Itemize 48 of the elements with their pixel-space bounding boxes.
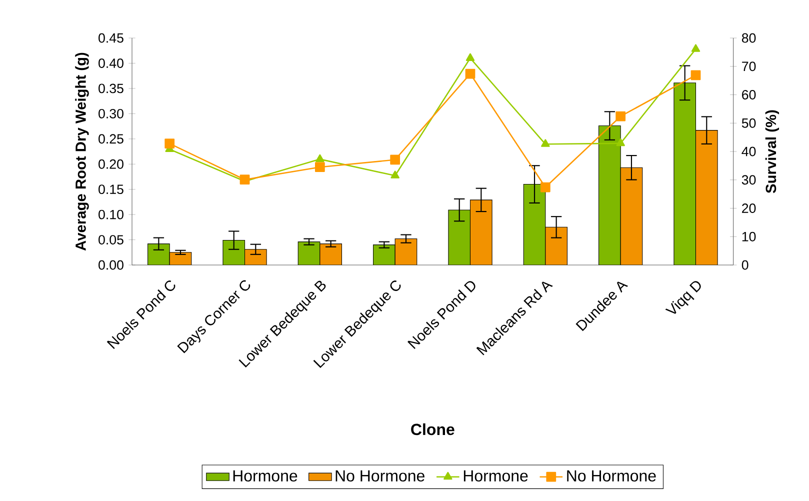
bar [448,210,471,266]
point [390,170,400,178]
point [691,44,700,52]
y2-tick-label: 50 [742,118,756,128]
y-tick-label: 0.00 [98,260,124,270]
y-tick-label: 0.05 [98,235,124,244]
point [466,53,475,61]
y-tick-label: 0.25 [98,134,124,144]
y-tick-label: 0.30 [98,108,124,118]
y2-tick-label: 70 [742,62,756,72]
y2-tick-label: 60 [742,90,756,100]
point [616,138,625,146]
point [616,111,626,122]
y-tick-label: 0.35 [98,84,124,94]
legend-label: Hormone [233,470,298,482]
bar [674,82,696,266]
y2-axis-title: Survival (%) [765,110,780,194]
y-tick-label: 0.15 [98,184,124,194]
bar [373,244,396,266]
y-tick-label: 0.40 [98,58,124,68]
y2-tick-label: 20 [742,204,756,213]
y2-tick-label: 30 [742,175,756,185]
y2-tick-label: 10 [742,232,756,242]
point [541,139,550,147]
y2-tick-label: 80 [742,33,756,43]
y-tick-label: 0.20 [98,159,124,169]
bar [598,126,621,266]
x-axis-title: Clone [411,423,454,436]
bar [222,240,246,266]
y2-tick-label: 0 [742,260,748,270]
point [540,182,550,192]
point [164,138,175,148]
y2-tick-label: 40 [742,146,756,156]
y-tick-label: 0.10 [98,210,124,220]
y-tick-label: 0.45 [98,33,124,43]
x-tick-label: Viqq D [665,281,701,314]
point [390,154,400,165]
legend-label: Hormone [464,470,528,482]
bar [298,242,320,266]
bar [148,244,170,266]
legend-label: No Hormone [336,470,424,482]
y-axis-title: Average Root Dry Weight (g) [75,52,89,251]
point [314,162,325,172]
legend-label: No Hormone [567,470,656,482]
point [690,70,701,80]
point [465,68,476,79]
bar [523,184,546,266]
point [316,154,324,162]
